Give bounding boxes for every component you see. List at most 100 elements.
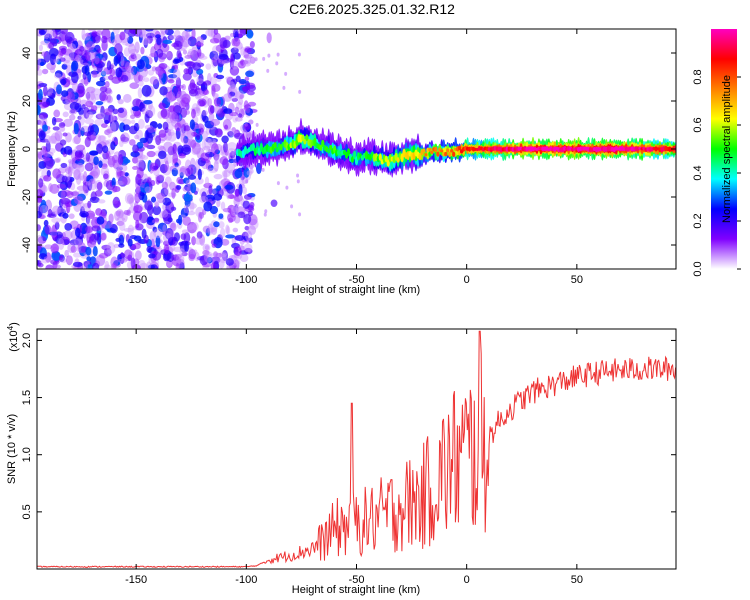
noise-blob (249, 41, 255, 49)
noise-blob (196, 80, 206, 87)
noise-blob (185, 168, 191, 177)
noise-blob (96, 216, 105, 225)
noise-blob (50, 229, 58, 238)
noise-blob (138, 262, 149, 269)
noise-blob (72, 136, 79, 144)
noise-blob (68, 43, 77, 53)
noise-blob (101, 52, 108, 62)
noise-blob (96, 30, 103, 36)
noise-blob (234, 106, 240, 114)
noise-blob (155, 175, 161, 185)
noise-blob (155, 192, 165, 200)
spectrogram-y-tick-label: 0 (21, 146, 33, 152)
noise-blob (99, 86, 108, 93)
noise-blob (172, 86, 182, 99)
snr-y-multiplier-close: ) (8, 322, 20, 326)
noise-blob (130, 114, 136, 119)
noise-blob (37, 57, 42, 69)
noise-blob (208, 112, 215, 122)
noise-blob (110, 113, 115, 124)
noise-blob (56, 84, 62, 95)
ridge-mark (430, 150, 434, 154)
noise-blob (245, 70, 255, 78)
noise-blob (58, 45, 67, 51)
noise-blob (220, 201, 226, 211)
noise-blob (245, 179, 249, 184)
noise-blob (213, 54, 219, 61)
noise-blob (249, 201, 255, 209)
noise-blob (43, 219, 49, 227)
noise-blob (276, 52, 280, 57)
noise-blob (66, 201, 71, 214)
noise-blob (180, 207, 188, 219)
noise-blob (111, 39, 118, 46)
noise-blob (242, 85, 251, 93)
noise-blob (215, 74, 225, 80)
noise-blob (229, 32, 235, 38)
noise-blob (114, 43, 123, 55)
noise-blob (146, 105, 156, 117)
noise-blob (129, 139, 136, 146)
noise-blob (123, 47, 130, 57)
colorbar: 0.0 0.2 0.4 0.6 0.8 Normalized spectral ampl… (692, 29, 741, 277)
noise-blob (296, 173, 300, 178)
noise-blob (152, 205, 162, 216)
noise-blob (186, 128, 194, 141)
noise-blob (49, 37, 58, 45)
snr-frame (36, 328, 677, 570)
noise-blob (53, 158, 61, 163)
noise-blob (116, 94, 121, 101)
noise-blob (222, 207, 229, 213)
noise-blob (104, 129, 111, 136)
noise-blob (213, 32, 222, 44)
noise-blob (86, 51, 97, 63)
noise-blob (183, 109, 190, 115)
noise-blob (87, 29, 97, 32)
noise-blob (227, 204, 236, 214)
noise-blob (45, 134, 52, 144)
noise-blob (242, 200, 250, 209)
noise-blob (79, 210, 89, 218)
noise-blob (182, 72, 192, 81)
noise-blob (178, 214, 183, 226)
snr-y-multiplier: (x104) (6, 322, 20, 352)
noise-blob (45, 264, 54, 269)
spectrogram-panel: -150 -100 -50 0 50 -40 -20 0 20 40 Height of str… (6, 28, 677, 296)
noise-blob (146, 35, 153, 44)
noise-blob (53, 109, 61, 118)
noise-blob (92, 262, 100, 269)
noise-blob (44, 244, 53, 250)
noise-blob (41, 258, 50, 264)
noise-blob (127, 224, 135, 236)
noise-blob (132, 29, 143, 37)
noise-blob (237, 113, 243, 118)
noise-blob (244, 76, 250, 82)
noise-blob (160, 50, 171, 58)
noise-blob (210, 226, 218, 236)
ridge-mark (301, 134, 305, 142)
noise-blob (195, 135, 201, 140)
noise-blob (205, 63, 212, 70)
noise-blob (104, 260, 110, 269)
ridge-mark (346, 148, 351, 157)
noise-blob (129, 48, 139, 55)
noise-blob (129, 82, 140, 89)
noise-blob (267, 53, 271, 58)
noise-blob (104, 224, 110, 231)
noise-blob (184, 54, 193, 60)
noise-blob (204, 176, 210, 186)
noise-blob (171, 167, 179, 177)
noise-blob (194, 42, 204, 48)
noise-blob (48, 135, 57, 144)
ridge-mark (436, 151, 440, 157)
noise-blob (45, 140, 51, 153)
noise-blob (70, 53, 75, 61)
noise-blob (159, 86, 168, 96)
noise-blob (86, 98, 91, 106)
noise-blob (50, 243, 59, 254)
noise-blob (37, 224, 41, 232)
noise-blob (156, 48, 164, 58)
noise-blob (37, 63, 40, 72)
noise-blob (270, 199, 278, 207)
